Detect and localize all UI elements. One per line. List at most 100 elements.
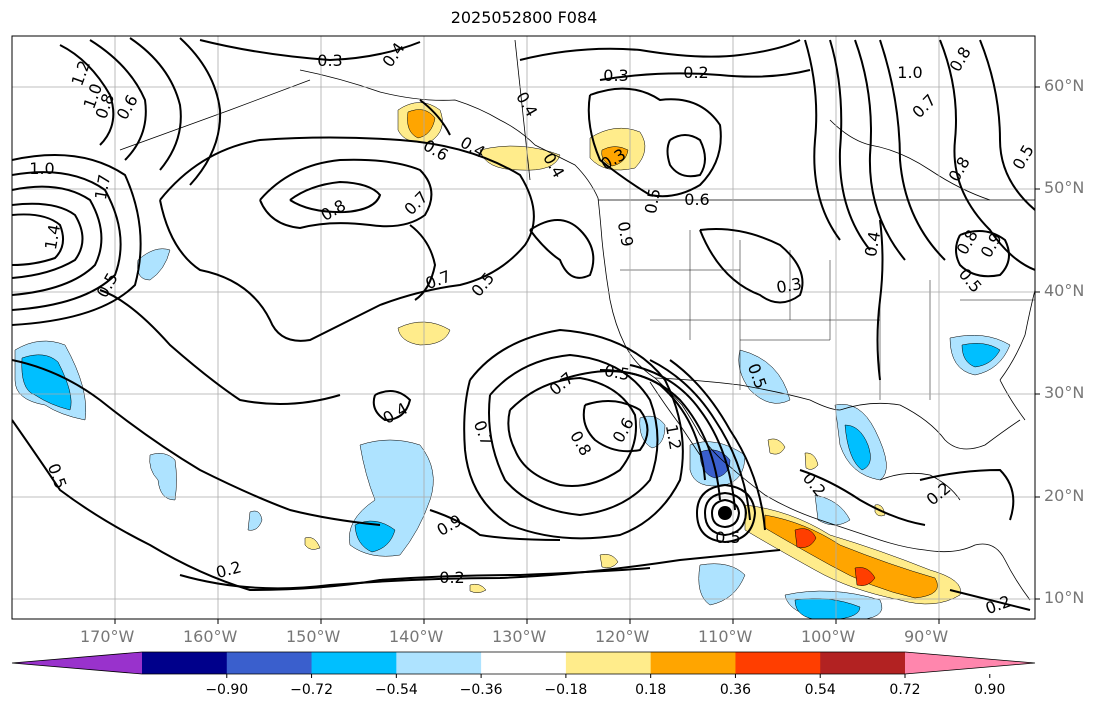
colorbar-segment [481,652,567,674]
contour-north-03-b [599,69,811,81]
colorbar-tick-label: 0.36 [719,682,752,698]
fill-negative-b [149,453,177,501]
colorbar-segment [311,652,397,674]
contour-label-group: 0.3 0.4 0.2 1.2 1.0 0.8 0.6 1.0 0.3 0.6 … [29,39,1035,618]
lat-label: 30°N [1044,383,1085,402]
fill-negative-d-core [354,520,396,553]
colorbar-segment [396,652,482,674]
colorbar-tick-label: 0.72 [889,682,921,698]
axis-ticks [114,86,1040,624]
colorbar-tick-label: −0.54 [374,682,418,698]
contour-label: 1.0 [29,159,54,178]
contour-label: 1.4 [41,223,64,251]
contour-ne-2 [829,39,871,251]
contour-04-small [372,390,412,422]
contour-west-5 [12,154,142,326]
colorbar-segment [142,652,228,674]
cyclone-center [718,506,732,520]
lon-label: 150°W [286,627,341,646]
contour-nw-4 [179,37,222,186]
map-title: 2025052800 F084 [450,8,598,27]
contour-west-1 [12,185,103,296]
fill-positive-small-5 [469,583,487,593]
lat-label: 50°N [1044,178,1085,197]
lon-label: 140°W [389,627,444,646]
fill-negative-i-core [961,343,1001,368]
fill-positive-mexico-core-2 [854,567,876,586]
contour-label: 0.5 [603,361,631,384]
contour-ne-1 [804,39,841,241]
contour-ne-5 [939,39,1035,271]
contour-label: 0.6 [684,190,709,209]
contour-label: 0.5 [641,187,664,215]
contour-02-east [919,468,1015,521]
contour-north-pacific [159,136,535,342]
colorbar-segment [565,652,652,674]
contour-nw-2 [89,39,147,161]
fill-negative-j [698,563,746,606]
fill-negative-h-core [844,424,871,471]
contour-west-3 [12,213,65,266]
contour-gradient-5 [669,359,766,531]
contour-ne-4 [879,39,946,261]
contour-02-se [949,589,1031,611]
contour-ak-inner [666,134,706,178]
contour-label: 0.4 [861,230,884,258]
lon-label: 100°W [801,627,856,646]
fill-negative-c [247,510,263,531]
contour-low-inner [507,376,637,487]
lon-label: 130°W [492,627,547,646]
contour-nw-3 [129,37,182,171]
contour-west-4 [12,171,122,311]
fill-negative-a [137,248,171,281]
colorbar-tick-label: −0.36 [459,682,503,698]
lat-label: 20°N [1044,486,1085,505]
contour-03-top [199,39,421,62]
fill-positive-bc-core [601,146,629,167]
fill-negative-west-core [21,354,72,411]
colorbar-tick-label: 0.18 [635,682,667,698]
contour-low-core [582,400,649,453]
fill-negative-g [738,349,791,404]
plot-background [12,36,1035,619]
contour-label: 0.2 [439,568,464,587]
colorbar-segment [820,652,906,674]
contour-ne-low [955,230,1010,278]
contour-cyclone-2 [711,498,741,529]
fill-positive-small-4 [304,537,321,550]
contour-mid [12,359,381,526]
contour-gradient-3 [629,364,736,511]
contour-label: 0.9 [614,220,637,248]
contour-label: 0.3 [317,51,342,70]
lat-label: 40°N [1044,281,1085,300]
contour-ne-6 [979,39,1035,211]
lon-label: 170°W [80,627,135,646]
fill-positive-small-1 [767,438,786,455]
contour-02-bottom [179,549,781,590]
contour-ak-low [587,87,722,198]
lon-label: 160°W [183,627,238,646]
contour-cyclone-1 [704,491,748,537]
contour-08-ring [259,158,433,230]
contour-02-gulf [799,469,926,526]
colorbar-tick-label: −0.90 [205,682,249,698]
coastline-gulf [839,402,1021,450]
contour-cyclone-3 [696,483,757,544]
coastline-west-us [601,239,926,551]
contour-label: 1.7 [91,173,114,201]
contour-low-mid [488,353,659,517]
contour-07-a [409,224,437,301]
colorbar-segment [735,652,821,674]
coastline-east [999,289,1035,381]
colorbar-extend-max [905,652,1035,674]
colorbar-tick-label: −0.72 [290,682,333,698]
lat-label: 60°N [1044,76,1085,95]
contour-04-conus [876,219,884,381]
contour-label: 0.2 [683,63,708,82]
contour-gradient-2 [599,369,721,501]
contour-05-b [529,219,595,279]
coastline-central-america [924,543,1031,601]
colorbar-tick-label: 0.90 [974,682,1006,698]
coastline-florida [999,379,1026,421]
